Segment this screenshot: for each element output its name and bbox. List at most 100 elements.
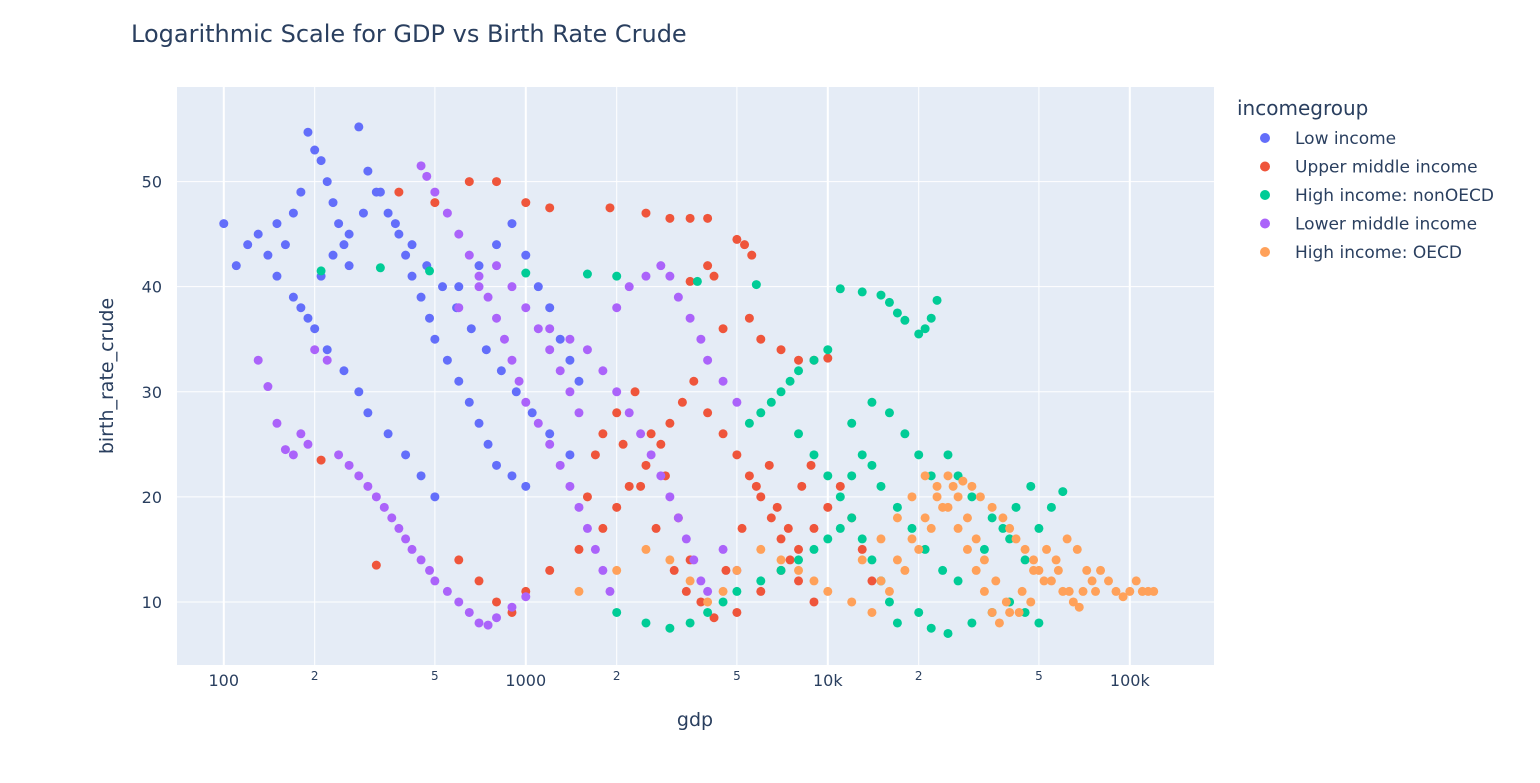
point-1-46 (766, 513, 776, 523)
legend-item-2[interactable]: High income: nonOECD (1260, 186, 1494, 206)
point-3-12 (363, 481, 373, 491)
point-4-79 (1017, 586, 1027, 596)
point-2-40 (1058, 487, 1068, 497)
point-3-74 (681, 534, 691, 544)
point-1-39 (677, 397, 687, 407)
point-3-8 (322, 355, 332, 365)
legend-item-3[interactable]: Lower middle income (1260, 215, 1477, 235)
y-tick-label-3: 40 (142, 278, 162, 297)
point-2-51 (914, 607, 924, 617)
point-1-38 (665, 418, 675, 428)
point-4-2 (641, 544, 651, 554)
point-0-54 (574, 376, 584, 386)
point-1-3 (430, 198, 440, 208)
point-2-69 (809, 544, 819, 554)
point-1-16 (703, 261, 713, 271)
series-1 (316, 177, 877, 623)
point-3-73 (673, 513, 683, 523)
point-4-6 (718, 586, 728, 596)
point-0-37 (322, 345, 332, 355)
point-2-77 (907, 523, 917, 533)
point-3-34 (454, 229, 464, 239)
point-3-30 (416, 161, 426, 171)
point-3-70 (646, 450, 656, 460)
legend-item-1[interactable]: Upper middle income (1260, 158, 1478, 178)
point-4-70 (932, 481, 942, 491)
point-4-12 (823, 586, 833, 596)
point-4-13 (847, 597, 857, 607)
point-4-36 (1096, 565, 1106, 575)
point-4-71 (943, 502, 953, 512)
point-0-36 (310, 324, 320, 334)
point-1-53 (646, 429, 656, 439)
series-0 (219, 122, 584, 502)
series-2 (316, 263, 1068, 638)
point-3-57 (673, 292, 683, 302)
point-4-72 (953, 523, 963, 533)
point-1-47 (776, 534, 786, 544)
point-4-34 (1078, 586, 1088, 596)
point-1-49 (794, 576, 804, 586)
point-4-77 (994, 618, 1004, 628)
point-0-70 (496, 366, 506, 376)
y-tick-label-0: 10 (142, 593, 162, 612)
point-3-58 (685, 313, 695, 323)
point-2-34 (967, 492, 977, 502)
point-1-82 (783, 523, 793, 533)
point-2-6 (692, 276, 702, 286)
series-3 (253, 161, 742, 630)
point-0-31 (483, 439, 493, 449)
point-4-78 (1005, 607, 1015, 617)
point-4-73 (962, 544, 972, 554)
point-2-11 (884, 297, 894, 307)
point-3-47 (574, 502, 584, 512)
point-1-4 (464, 177, 474, 187)
point-0-5 (272, 219, 282, 229)
point-4-1 (612, 565, 622, 575)
point-0-40 (363, 408, 373, 418)
y-axis-title: birth_rate_crude (96, 298, 118, 454)
point-2-39 (1046, 502, 1056, 512)
legend-item-4[interactable]: High income: OECD (1260, 243, 1462, 263)
point-4-0 (574, 586, 584, 596)
legend-item-0[interactable]: Low income (1260, 129, 1396, 149)
point-0-13 (328, 198, 338, 208)
x-tick-label-9: 100k (1110, 671, 1151, 690)
points-layer (219, 122, 1159, 638)
point-2-79 (938, 565, 948, 575)
point-0-50 (533, 282, 543, 292)
point-4-53 (971, 534, 981, 544)
point-4-27 (1011, 534, 1021, 544)
point-3-85 (533, 324, 543, 334)
point-3-53 (624, 282, 634, 292)
point-4-25 (998, 513, 1008, 523)
point-4-69 (920, 471, 930, 481)
point-3-52 (612, 303, 622, 313)
point-0-63 (390, 219, 400, 229)
point-4-33 (1068, 597, 1078, 607)
point-4-23 (975, 492, 985, 502)
y-tick-label-2: 30 (142, 383, 162, 402)
point-2-81 (979, 544, 989, 554)
point-3-44 (545, 439, 555, 449)
point-3-88 (565, 387, 575, 397)
point-0-24 (416, 292, 426, 302)
point-2-50 (892, 618, 902, 628)
point-0-33 (507, 471, 517, 481)
point-1-8 (605, 203, 615, 213)
point-3-29 (521, 592, 531, 602)
x-tick-label-3: 1000 (505, 671, 546, 690)
point-0-47 (492, 240, 502, 250)
legend-label-1: Upper middle income (1295, 158, 1478, 178)
point-0-59 (328, 250, 338, 260)
point-3-35 (464, 250, 474, 260)
point-1-42 (718, 429, 728, 439)
point-2-19 (809, 355, 819, 365)
point-2-58 (1034, 618, 1044, 628)
point-0-14 (334, 219, 344, 229)
point-1-62 (794, 544, 804, 554)
point-4-62 (1072, 544, 1082, 554)
point-0-38 (339, 366, 349, 376)
x-tick-label-1: 2 (311, 669, 319, 683)
point-3-45 (555, 460, 565, 470)
